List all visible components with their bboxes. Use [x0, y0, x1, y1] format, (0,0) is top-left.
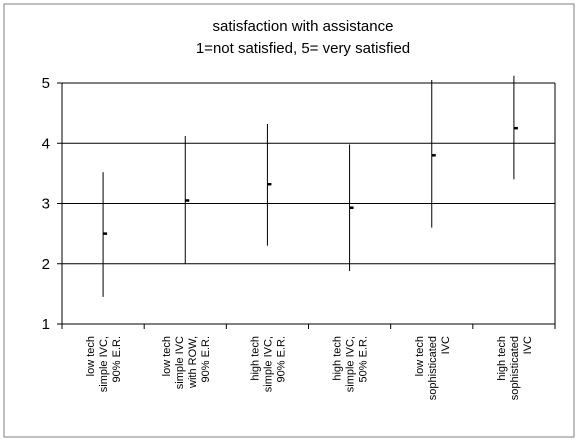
category-label-line: with ROW,: [187, 336, 199, 389]
category-label-line: IVC: [440, 336, 452, 354]
category-label-line: 90% E.R.: [275, 336, 287, 382]
category-labels: low tech simple IVC, 90% E.R. low tech simpl…: [85, 336, 534, 400]
category-label-line: simple IVC,: [98, 336, 110, 392]
category-label-line: high tech: [332, 336, 344, 381]
category-label: low tech sophisticated IVC: [414, 336, 452, 400]
category-label-line: simple IVC,: [345, 336, 357, 392]
category-label-line: low tech: [414, 336, 426, 376]
category-label-line: 50% E.R.: [358, 336, 370, 382]
chart-area-border: [3, 3, 575, 438]
category-label-line: sophisticated: [509, 336, 521, 400]
y-tick-labels: 1 2 3 4 5: [42, 75, 50, 333]
category-label-line: sophisticated: [427, 336, 439, 400]
y-tick-label: 4: [42, 135, 50, 152]
y-tick-label: 3: [42, 196, 50, 213]
category-label-line: simple IVC,: [262, 336, 274, 392]
chart-title-line-2: 1=not satisfied, 5= very satisfied: [196, 40, 410, 57]
y-tick-label: 2: [42, 256, 50, 273]
category-label-line: 90% E.R.: [111, 336, 123, 382]
category-label-line: low tech: [85, 336, 97, 376]
category-label-line: high tech: [249, 336, 261, 381]
category-label-line: IVC: [522, 336, 534, 354]
chart-title-line-1: satisfaction with assistance: [213, 18, 394, 35]
category-label-line: 90% E.R.: [200, 336, 212, 382]
category-label-line: low tech: [161, 336, 173, 376]
category-label-line: high tech: [496, 336, 508, 381]
axes: [57, 82, 556, 329]
category-label: high tech simple IVC, 50% E.R.: [332, 336, 370, 392]
error-bars: [102, 75, 518, 297]
category-label: high tech sophisticated IVC: [496, 336, 534, 400]
category-label-line: simple IVC: [174, 336, 186, 389]
category-label: low tech simple IVC, 90% E.R.: [85, 336, 123, 392]
category-label: low tech simple IVC with ROW, 90% E.R.: [161, 336, 212, 389]
gridlines: [62, 82, 555, 265]
category-label: high tech simple IVC, 90% E.R.: [249, 336, 287, 392]
y-tick-label: 1: [42, 316, 50, 333]
y-tick-label: 5: [42, 75, 50, 92]
